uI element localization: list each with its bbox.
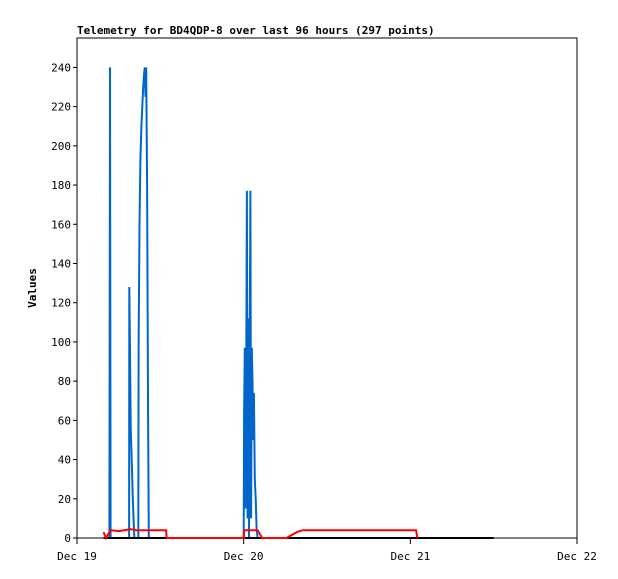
y-tick-label: 180 — [51, 179, 71, 192]
y-tick-label: 120 — [51, 297, 71, 310]
y-tick-label: 240 — [51, 61, 71, 74]
y-tick-label: 60 — [58, 414, 71, 427]
y-tick-label: 140 — [51, 257, 71, 270]
y-axis-label: Values — [26, 268, 39, 308]
y-axis: 0 20 40 60 80 100 120 140 160 180 200 220 240 — [51, 61, 77, 545]
y-tick-label: 160 — [51, 218, 71, 231]
y-tick-label: 40 — [58, 454, 71, 467]
y-tick-label: 20 — [58, 493, 71, 506]
y-tick-label: 220 — [51, 101, 71, 114]
series-line-2 — [102, 528, 419, 541]
series-group — [102, 67, 494, 541]
y-tick-label: 80 — [58, 375, 71, 388]
y-tick-label: 0 — [64, 532, 71, 545]
x-tick-label: Dec 22 — [557, 550, 597, 563]
x-axis: Dec 19 Dec 20 Dec 21 Dec 22 — [57, 538, 597, 563]
series-line-0 — [108, 67, 494, 539]
x-tick-label: Dec 19 — [57, 550, 97, 563]
x-tick-label: Dec 20 — [224, 550, 264, 563]
chart-title: Telemetry for BD4QDP-8 over last 96 hour… — [77, 24, 435, 37]
y-tick-label: 200 — [51, 140, 71, 153]
plot-frame — [76, 37, 578, 539]
y-tick-label: 100 — [51, 336, 71, 349]
x-tick-label: Dec 21 — [390, 550, 430, 563]
